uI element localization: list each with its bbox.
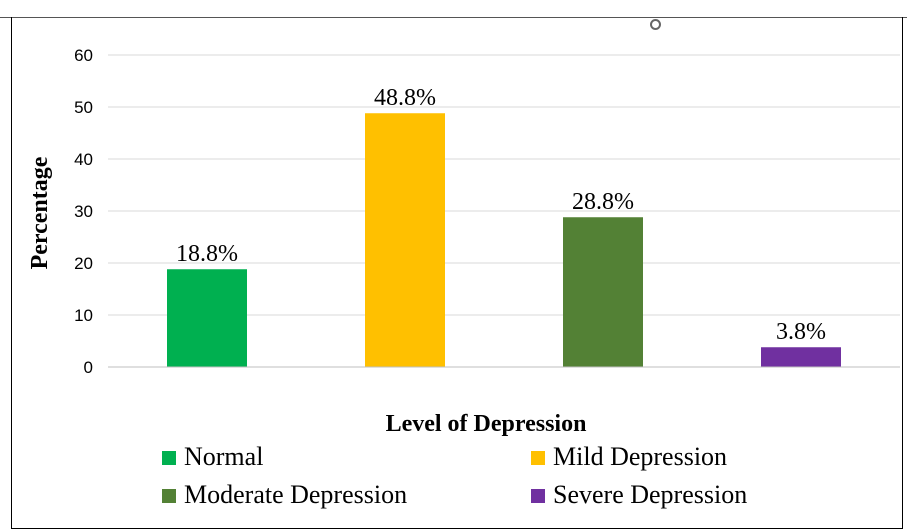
y-tick-label: 40 bbox=[74, 150, 93, 169]
bar-moderate-depression bbox=[563, 217, 643, 367]
y-tick-label: 30 bbox=[74, 202, 93, 221]
y-tick-label: 0 bbox=[84, 358, 93, 377]
y-tick-label: 50 bbox=[74, 98, 93, 117]
legend-label: Moderate Depression bbox=[184, 480, 407, 509]
legend-label: Normal bbox=[184, 442, 263, 471]
bars bbox=[167, 113, 841, 368]
data-label: 18.8% bbox=[176, 241, 238, 267]
legend-swatch bbox=[531, 489, 545, 503]
chart-top-border bbox=[0, 17, 907, 18]
y-tick-label: 60 bbox=[74, 46, 93, 65]
bar-normal bbox=[167, 269, 247, 367]
data-label: 48.8% bbox=[374, 85, 436, 111]
bar-severe-depression bbox=[761, 347, 841, 367]
y-tick-label: 20 bbox=[74, 254, 93, 273]
bar-mild-depression bbox=[365, 113, 445, 368]
legend-label: Mild Depression bbox=[553, 442, 727, 471]
x-axis-title: Level of Depression bbox=[386, 411, 587, 437]
legend: Normal Mild Depression Moderate Depression… bbox=[162, 442, 747, 509]
y-axis-ticks: 0 10 20 30 40 50 60 bbox=[74, 46, 93, 377]
legend-label: Severe Depression bbox=[553, 480, 747, 509]
resize-handle-icon[interactable] bbox=[650, 19, 661, 30]
legend-swatch bbox=[162, 489, 176, 503]
y-axis-title: Percentage bbox=[27, 156, 53, 269]
data-label: 28.8% bbox=[572, 189, 634, 215]
data-labels: 18.8% 48.8% 28.8% 3.8% bbox=[176, 85, 826, 345]
y-tick-label: 10 bbox=[74, 306, 93, 325]
legend-swatch bbox=[531, 451, 545, 465]
legend-swatch bbox=[162, 451, 176, 465]
chart-frame bbox=[11, 17, 903, 529]
data-label: 3.8% bbox=[776, 319, 826, 345]
